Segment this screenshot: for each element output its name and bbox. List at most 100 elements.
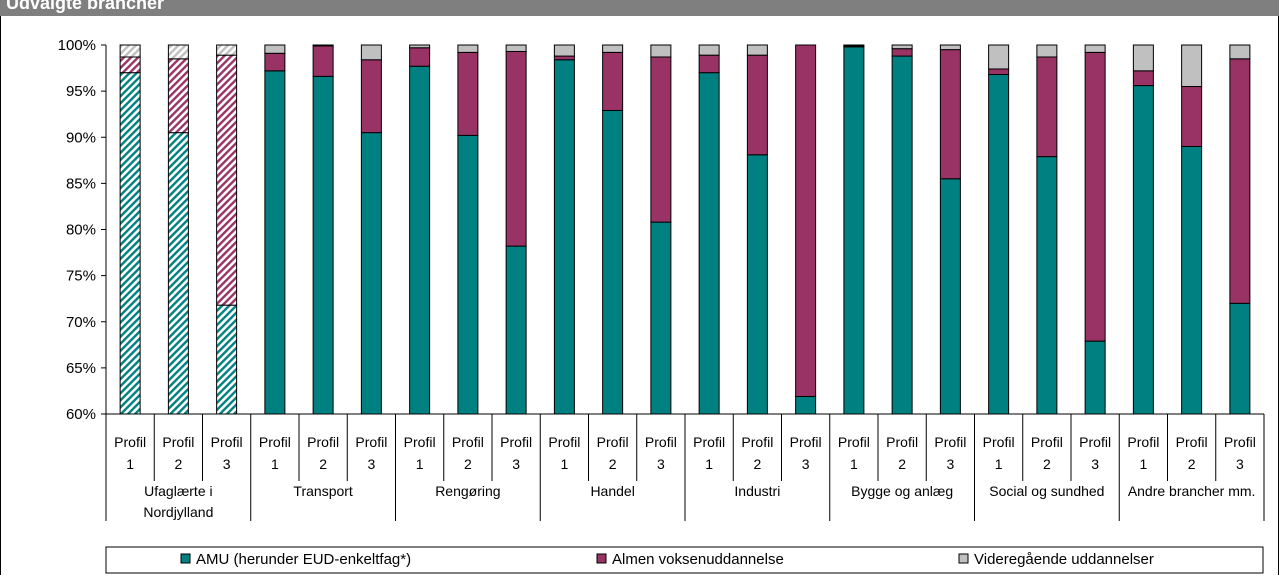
- bar-segment: [553, 55, 575, 61]
- group-label: Rengøring: [435, 483, 500, 499]
- bar-segment: [312, 45, 334, 77]
- bar-segment: [360, 59, 382, 134]
- bar-segment: [650, 44, 672, 58]
- x-tick-label: 1: [416, 456, 424, 472]
- bar-segment: [891, 44, 913, 50]
- bar-segment: [553, 59, 575, 415]
- bar-segment: [216, 304, 238, 415]
- group-label: Industri: [734, 483, 780, 499]
- x-tick-label: Profil: [114, 434, 146, 450]
- bar-segment: [1084, 340, 1106, 415]
- page-title: Udvalgte brancher: [6, 0, 165, 13]
- bar-segment: [312, 44, 334, 47]
- x-tick-label: Profil: [1079, 434, 1111, 450]
- bar-segment: [891, 55, 913, 415]
- x-tick-label: 2: [174, 456, 182, 472]
- bar-segment: [1181, 44, 1203, 88]
- x-tick-label: Profil: [790, 434, 822, 450]
- bar-segment: [746, 54, 768, 156]
- chart-frame: 60% 65% 70% 75% 80% 85% 90% 95% 100% Profil 1 Profi…: [0, 16, 1279, 575]
- group-label: Bygge og anlæg: [851, 483, 953, 499]
- bar-segment: [1036, 56, 1058, 158]
- bar-segment: [843, 44, 865, 47]
- bar-segment: [939, 178, 961, 415]
- y-tick-label: 65%: [66, 360, 96, 377]
- bar-segment: [409, 44, 431, 49]
- x-tick-label: Profil: [307, 434, 339, 450]
- x-tick-label: 1: [705, 456, 713, 472]
- x-tick-label: Profil: [838, 434, 870, 450]
- y-tick-label: 95%: [66, 83, 96, 100]
- group-label: Social og sundhed: [989, 483, 1104, 499]
- x-tick-label: 1: [850, 456, 858, 472]
- bar-segment: [988, 68, 1010, 76]
- y-tick-label: 80%: [66, 222, 96, 239]
- y-tick-label: 85%: [66, 175, 96, 192]
- x-tick-label: 1: [995, 456, 1003, 472]
- bar-segment: [988, 44, 1010, 70]
- bar-segment: [409, 65, 431, 415]
- x-tick-label: Profil: [500, 434, 532, 450]
- group-label: Transport: [293, 483, 353, 499]
- group-label: Ufaglærte i: [144, 483, 212, 499]
- bar-segment: [312, 75, 334, 415]
- legend-label: Almen voksenuddannelse: [612, 551, 784, 568]
- y-tick-label: 70%: [66, 314, 96, 331]
- bar-segment: [505, 245, 527, 415]
- bar-segment: [1229, 302, 1251, 415]
- y-tick-label: 90%: [66, 129, 96, 146]
- legend-swatch: [958, 553, 969, 564]
- x-tick-label: Profil: [693, 434, 725, 450]
- bar-segment: [1132, 70, 1154, 87]
- bar-segment: [360, 44, 382, 61]
- bar-segment: [1132, 44, 1154, 72]
- stacked-bar-chart: 60% 65% 70% 75% 80% 85% 90% 95% 100% Profil 1 Profi…: [58, 37, 1265, 574]
- bar-segment: [1229, 44, 1251, 60]
- bar-segment: [1132, 85, 1154, 415]
- x-tick-label: Profil: [983, 434, 1015, 450]
- x-tick-label: Profil: [211, 434, 243, 450]
- group-label: Nordjylland: [143, 504, 213, 520]
- bar-segment: [939, 44, 961, 51]
- x-tick-label: Profil: [404, 434, 436, 450]
- x-tick-label: 3: [512, 456, 520, 472]
- bar-segment: [1229, 58, 1251, 304]
- bar-segment: [795, 44, 817, 397]
- bar-segment: [457, 44, 479, 53]
- x-tick-label: 2: [1188, 456, 1196, 472]
- x-tick-label: 3: [657, 456, 665, 472]
- x-tick-label: 2: [898, 456, 906, 472]
- y-tick-label: 100%: [58, 37, 96, 54]
- x-tick-label: Profil: [355, 434, 387, 450]
- x-tick-label: 2: [319, 456, 327, 472]
- group-label: Handel: [590, 483, 634, 499]
- bar-segment: [119, 56, 141, 74]
- x-tick-label: Profil: [1127, 434, 1159, 450]
- bar-segment: [602, 51, 624, 111]
- bar-segment: [264, 70, 286, 415]
- legend-swatch: [180, 553, 191, 564]
- bar-segment: [650, 221, 672, 415]
- bar-segment: [505, 50, 527, 247]
- bar-segment: [650, 56, 672, 223]
- bar-segment: [891, 48, 913, 57]
- bar-segment: [264, 52, 286, 72]
- bar-segment: [167, 58, 189, 134]
- legend-label: AMU (herunder EUD-enkeltfag*): [196, 551, 411, 568]
- bar-segment: [1084, 51, 1106, 342]
- bar-segment: [264, 44, 286, 54]
- bar-segment: [216, 44, 238, 56]
- bar-segment: [167, 132, 189, 415]
- bar-segment: [939, 49, 961, 180]
- legend-swatch: [596, 553, 607, 564]
- bar-segment: [988, 74, 1010, 415]
- bar-segment: [1181, 86, 1203, 147]
- x-tick-label: Profil: [741, 434, 773, 450]
- x-tick-label: Profil: [1224, 434, 1256, 450]
- x-tick-label: Profil: [645, 434, 677, 450]
- bar-segment: [1036, 156, 1058, 415]
- x-tick-label: 2: [609, 456, 617, 472]
- legend-label: Videregående uddannelser: [974, 551, 1154, 568]
- x-tick-label: Profil: [452, 434, 484, 450]
- x-tick-label: Profil: [259, 434, 291, 450]
